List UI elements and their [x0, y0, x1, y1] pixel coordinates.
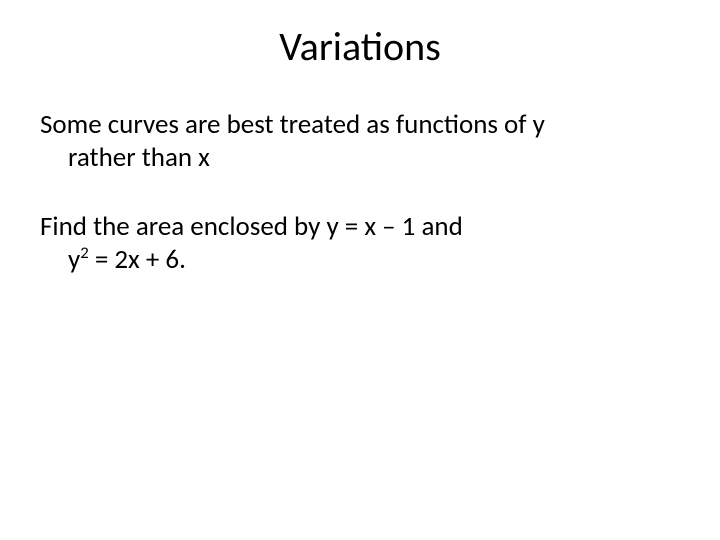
paragraph-1: Some curves are best treated as function…	[40, 109, 672, 175]
slide: Variations Some curves are best treated …	[0, 0, 720, 540]
para2-line1: Find the area enclosed by y = x – 1 and	[40, 210, 463, 243]
para2-sup: 2	[80, 243, 88, 263]
para1-line1: Some curves are best treated as function…	[40, 108, 545, 141]
slide-title: Variations	[0, 0, 720, 81]
para1-line2: rather than x	[40, 142, 672, 175]
para2-line2: y2 = 2x + 6.	[40, 244, 672, 277]
para2-y: y	[68, 243, 80, 276]
paragraph-2: Find the area enclosed by y = x – 1 and …	[40, 211, 672, 277]
slide-body: Some curves are best treated as function…	[0, 81, 720, 277]
para2-rest: = 2x + 6.	[89, 243, 186, 276]
